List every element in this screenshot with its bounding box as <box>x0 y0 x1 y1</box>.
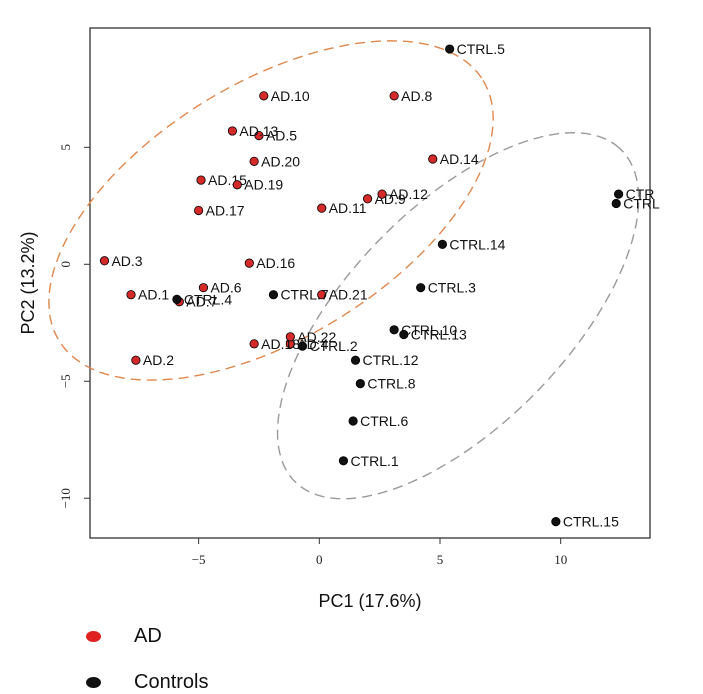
point-ad-3 <box>99 256 110 266</box>
point-label: AD.3 <box>111 253 142 269</box>
x-tick-label: 5 <box>437 552 444 567</box>
y-tick-label: 0 <box>58 261 73 268</box>
point-label: CTRL.10 <box>401 322 457 338</box>
point-ctrl-4 <box>172 294 182 304</box>
y-tick-label: −10 <box>58 488 73 508</box>
point-label: CTRL.14 <box>449 236 505 252</box>
point-label: CTRL.12 <box>363 352 419 368</box>
point-label: AD.2 <box>143 352 174 368</box>
point-label: CTRL.13 <box>411 326 467 342</box>
point-label: AD.22 <box>297 329 336 345</box>
y-tick-label: −5 <box>58 374 73 388</box>
point-ad-12 <box>377 189 387 199</box>
point-ad-17 <box>194 205 204 216</box>
point-label: AD.1 <box>138 287 169 303</box>
point-label: CTRL.3 <box>428 280 476 296</box>
point-ad-8 <box>389 91 399 101</box>
axes: −5 0 5 10 −10 −5 0 5 <box>58 144 567 567</box>
y-tick-label: 5 <box>58 144 73 151</box>
point-label: CTRL.15 <box>563 514 619 530</box>
point-ctr <box>614 189 624 199</box>
point-ctrl-15 <box>551 517 561 527</box>
legend-controls-marker <box>86 677 101 689</box>
point-label: AD.8 <box>401 88 432 104</box>
point-ctrl-12 <box>350 355 361 365</box>
point-ad-16 <box>244 258 254 268</box>
point-ad-13 <box>227 126 238 136</box>
legend-controls-label: Controls <box>134 671 209 693</box>
legend-ad-label: AD <box>134 625 162 647</box>
point-ad-5 <box>254 131 264 141</box>
x-tick-label: −5 <box>192 552 206 567</box>
point-ctrl-1 <box>338 456 349 466</box>
point-ctrl-14 <box>437 239 448 249</box>
point-ad-21 <box>317 290 327 300</box>
point-ad-22 <box>285 332 295 342</box>
point-label: CTRL.2 <box>309 338 357 354</box>
legend-item-controls: Controls <box>86 671 208 694</box>
point-ad-14 <box>428 154 438 164</box>
point-label: AD.6 <box>210 280 241 296</box>
point-label: AD.10 <box>271 88 310 104</box>
x-tick-label: 10 <box>554 552 567 567</box>
point-ad-19 <box>232 180 242 190</box>
point-ctrl-3 <box>416 283 426 293</box>
point-ctrl-7 <box>268 290 279 300</box>
point-ad-18 <box>249 339 259 349</box>
point-label: CTRL.7 <box>280 287 328 303</box>
y-axis-label: PC2 (13.2%) <box>18 231 38 334</box>
point-label: AD.19 <box>244 177 283 193</box>
ellipse-controls <box>276 131 640 500</box>
point-ctrl-6 <box>348 416 358 426</box>
point-label: AD.16 <box>256 255 295 271</box>
point-ad-10 <box>259 91 269 101</box>
point-label: AD.13 <box>239 123 278 139</box>
point-label: CTRL.4 <box>184 291 232 307</box>
point-ctrl-2 <box>297 341 308 351</box>
legend-item-ad: AD <box>86 625 162 648</box>
legend-ad-marker <box>86 631 101 643</box>
point-ad-9 <box>362 194 373 204</box>
point-ad-15 <box>196 175 206 185</box>
point-label: CTRL.1 <box>350 453 398 469</box>
data-points: AD.1AD.2AD.3AD.4AD.5AD.6AD.7AD.8AD.9AD.1… <box>99 41 660 530</box>
point-ad-1 <box>126 290 136 300</box>
point-label: CTRL <box>623 195 660 211</box>
x-tick-label: 0 <box>316 552 323 567</box>
point-label: AD.7 <box>186 294 217 310</box>
point-ctrl-5 <box>445 44 455 54</box>
point-label: AD.21 <box>329 287 368 303</box>
point-label: AD.20 <box>261 153 300 169</box>
point-ad-2 <box>131 355 141 365</box>
point-ad-20 <box>249 156 259 166</box>
point-label: AD.11 <box>329 200 367 216</box>
point-label: CTRL.5 <box>457 41 505 57</box>
x-axis-label: PC1 (17.6%) <box>318 591 421 611</box>
point-ad-11 <box>317 203 327 213</box>
point-label: CTRL.6 <box>360 413 408 429</box>
point-label: CTRL.8 <box>367 376 415 392</box>
point-ad-6 <box>198 283 209 293</box>
confidence-ellipses <box>48 40 640 500</box>
plot-frame <box>89 27 651 539</box>
point-label: AD.5 <box>266 128 297 144</box>
point-ctrl <box>611 198 621 209</box>
point-ctrl-8 <box>355 378 365 389</box>
ellipse-ad <box>48 40 494 381</box>
point-label: AD.14 <box>440 151 479 167</box>
point-ctrl-13 <box>399 329 409 340</box>
point-ctrl-10 <box>389 325 399 335</box>
point-label: CTR <box>626 186 655 202</box>
point-label: AD.12 <box>389 186 428 202</box>
point-label: AD.17 <box>206 202 245 218</box>
